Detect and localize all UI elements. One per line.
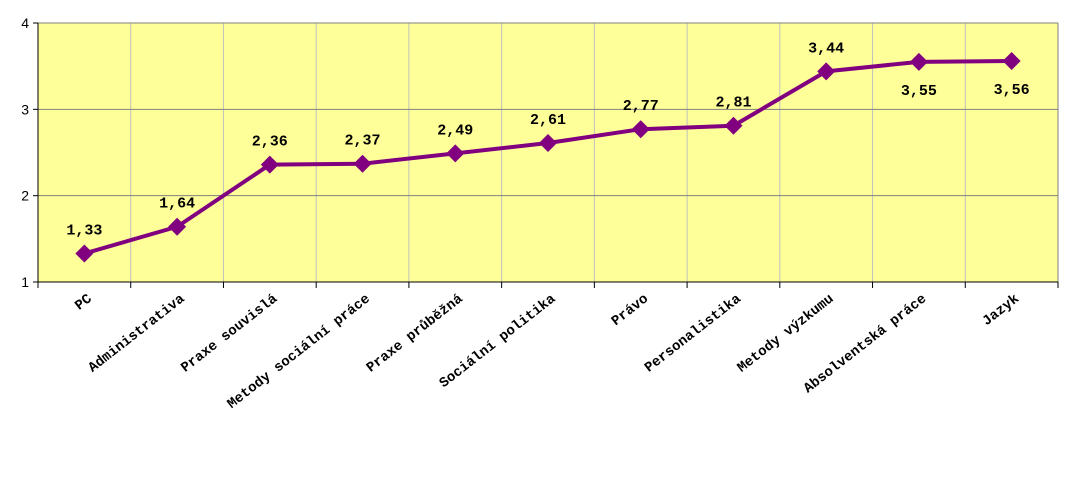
data-label: 2,77 [623,98,659,115]
data-label: 2,49 [437,122,473,139]
x-category-label: Praxe průběžná [364,291,467,376]
data-label: 2,36 [252,134,288,151]
x-category-label: Právo [609,291,652,329]
x-category-label: PC [72,291,96,314]
series-markers [75,51,1021,263]
data-point-marker [909,52,928,71]
data-label: 2,37 [345,133,381,150]
data-point-marker [539,134,557,153]
x-category-label: Administrativa [86,291,189,376]
y-tick-label: 1 [21,274,29,290]
y-tick-label: 2 [21,188,29,204]
data-label: 3,56 [994,82,1030,99]
data-label: 2,81 [715,95,751,112]
data-point-marker [353,154,372,173]
data-point-marker [631,120,650,139]
y-tick-label: 4 [21,15,29,31]
data-label: 2,61 [530,112,566,129]
data-point-marker [260,155,279,174]
y-axis-ticks: 1 2 3 4 [21,15,38,290]
data-label: 3,55 [901,83,937,100]
data-point-marker [75,244,94,263]
data-point-marker [446,144,465,163]
x-category-label: Praxe souvislá [178,291,281,376]
data-label: 3,44 [808,40,844,57]
data-point-marker [817,62,836,81]
data-point-marker [724,116,743,135]
data-point-marker [168,217,187,236]
data-label: 1,64 [159,196,195,213]
x-category-label: Metody výzkumu [735,291,838,376]
data-label: 1,33 [66,223,102,240]
x-category-label: Personalistika [642,291,745,376]
x-category-label: Jazyk [980,291,1023,329]
y-tick-label: 3 [21,101,29,117]
data-labels: 1,33 1,64 2,36 2,37 2,49 2,61 2,77 2,81 3,44 3,55… [66,40,1029,239]
axes [37,23,1059,288]
data-point-marker [1002,51,1021,70]
